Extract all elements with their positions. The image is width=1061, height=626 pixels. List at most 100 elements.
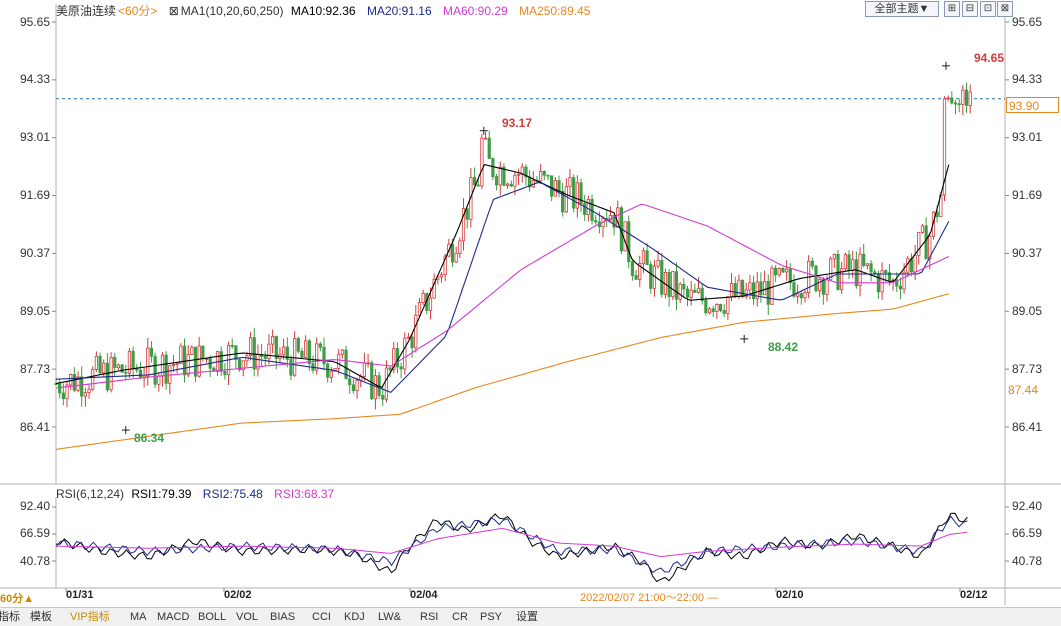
candle-body [729, 283, 734, 298]
candle-body [961, 89, 965, 105]
candle-body [832, 253, 836, 260]
fit-icon[interactable]: ⊟ [962, 1, 978, 17]
candle-body [164, 354, 168, 384]
candle-body [274, 336, 278, 359]
tab-cr[interactable]: CR [452, 611, 468, 623]
candle-body [138, 369, 143, 379]
tab-settings[interactable]: 设置 [516, 611, 538, 623]
candle-body [796, 293, 800, 297]
candle-body [638, 263, 642, 280]
rsi-axis-label: 92.40 [1012, 499, 1043, 513]
candle-body [674, 271, 679, 300]
tab-vip[interactable]: VIP指标 [70, 611, 110, 623]
tab-lw[interactable]: LW& [378, 611, 402, 623]
tab-ma[interactable]: MA [130, 611, 147, 623]
candle-body [645, 250, 649, 265]
candle-body [153, 355, 157, 385]
candle-body [498, 166, 502, 186]
candle-body [61, 392, 65, 400]
tab-indicator[interactable]: 指标 [0, 611, 20, 623]
candle-body [715, 304, 719, 312]
high-annotation: 94.65 [974, 51, 1005, 65]
candle-body [814, 265, 818, 292]
candle-body [502, 166, 506, 186]
rsi-axis-label: 66.59 [20, 526, 51, 540]
ma250-value: MA250:89.45 [519, 4, 591, 18]
expand-icon[interactable]: ⊞ [944, 1, 960, 17]
ma-line-ma20 [55, 181, 950, 394]
candle-body [190, 346, 194, 355]
tab-cci[interactable]: CCI [312, 611, 331, 623]
tab-macd[interactable]: MACD [157, 611, 190, 623]
candle-body [109, 356, 113, 391]
candle-body [843, 254, 847, 270]
candle-body [517, 173, 521, 176]
candle-body [524, 166, 528, 178]
tab-boll[interactable]: BOLL [198, 611, 227, 623]
ma-line-ma10 [55, 163, 950, 388]
candle-body [884, 270, 888, 274]
period-button[interactable]: 60分▲ [0, 593, 35, 605]
candle-body [781, 267, 785, 273]
tab-template[interactable]: 模板 [30, 611, 52, 623]
candle-body [704, 300, 708, 314]
candle-body [421, 292, 425, 304]
candle-body [370, 362, 374, 400]
candle-body [384, 367, 389, 400]
crosshair-time-label: 2022/02/07 21:00～22:00 — [580, 592, 719, 604]
x-axis-label: 02/02 [224, 589, 252, 601]
candle-body [946, 97, 950, 100]
candle-body [329, 370, 333, 378]
candle-body [113, 356, 117, 369]
candle-body [689, 289, 693, 298]
tab-psy[interactable]: PSY [480, 611, 503, 623]
ma-indicator-icon: ⊠ [168, 4, 179, 18]
candle-body [950, 97, 954, 104]
candle-body [957, 103, 961, 106]
low-annotation: 86.34 [134, 431, 165, 445]
tab-bias[interactable]: BIAS [270, 611, 296, 623]
candle-body [770, 267, 774, 305]
candle-body [671, 271, 675, 297]
candle-body [234, 345, 238, 360]
left-axis-label: 86.41 [20, 420, 51, 434]
rsi-axis-label: 66.59 [1012, 526, 1043, 540]
candle-body [865, 263, 869, 266]
candle-body [583, 203, 587, 216]
rsi1-value: RSI1:79.39 [131, 487, 192, 501]
candle-body [458, 240, 462, 254]
right-axis-label: 95.65 [1012, 15, 1043, 29]
x-axis-label: 02/10 [776, 589, 804, 601]
candle-body [788, 268, 792, 283]
candle-body [818, 278, 822, 292]
tab-rsi[interactable]: RSI [420, 611, 439, 623]
rsi-axis-label: 40.78 [20, 554, 51, 568]
candle-body [54, 383, 58, 386]
candle-body [641, 250, 646, 264]
candle-body [840, 268, 844, 290]
high-annotation: 93.17 [502, 116, 533, 130]
ma10-value: MA10:92.36 [290, 4, 356, 18]
candle-body [267, 343, 271, 359]
candle-body [682, 283, 686, 290]
candle-body [612, 214, 616, 228]
candle-body [924, 225, 928, 260]
candle-body [483, 137, 488, 140]
zoom-out-icon[interactable]: ⊡ [980, 1, 996, 17]
theme-dropdown[interactable]: 全部主题▼ [865, 1, 939, 17]
fullscreen-icon[interactable]: ⊠ [997, 1, 1013, 17]
candle-body [693, 289, 697, 293]
candle-body [898, 285, 903, 290]
candle-body [201, 345, 205, 360]
tab-kdj[interactable]: KDJ [344, 611, 365, 623]
candle-body [252, 337, 256, 370]
candle-body [920, 225, 925, 233]
candle-body [928, 235, 932, 260]
tab-vol[interactable]: VOL [236, 611, 259, 623]
candle-body [337, 353, 341, 369]
right-axis-label: 86.41 [1012, 420, 1043, 434]
candle-body [362, 362, 367, 377]
candle-body [491, 158, 495, 178]
candle-body [351, 384, 355, 392]
